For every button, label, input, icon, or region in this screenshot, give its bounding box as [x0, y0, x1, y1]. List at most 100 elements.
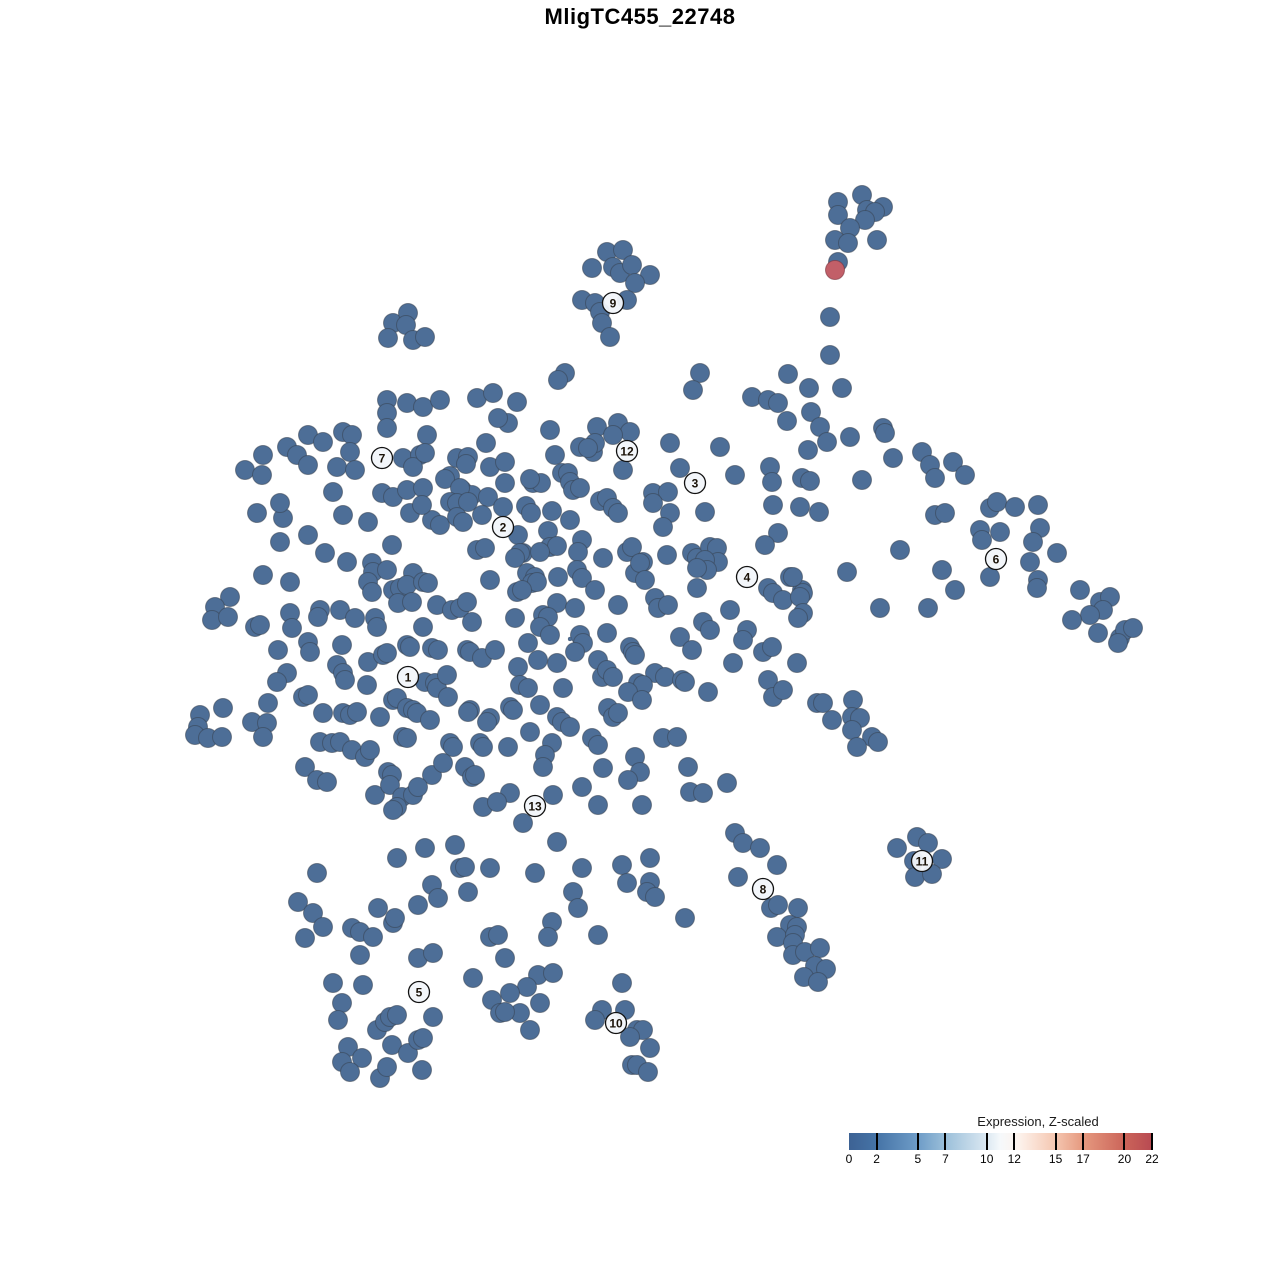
cell-point [617, 873, 637, 893]
cell-point [445, 835, 465, 855]
cluster-label-text: 12 [620, 444, 634, 458]
cell-point [495, 948, 515, 968]
cell-point [887, 838, 907, 858]
cell-point [402, 592, 422, 612]
cluster-label-circle [523, 794, 547, 818]
cell-point [485, 640, 505, 660]
cell-point [560, 510, 580, 530]
cluster-label-circle [683, 471, 707, 495]
cell-point [300, 642, 320, 662]
cell-point [1062, 610, 1082, 630]
cell-point [987, 492, 1007, 512]
cell-point [367, 617, 387, 637]
cell-point [220, 587, 240, 607]
cell-point [495, 452, 515, 472]
cell-point [495, 473, 515, 493]
cell-point [360, 740, 380, 760]
cell-point [990, 522, 1010, 542]
cell-point [397, 728, 417, 748]
cell-point [323, 973, 343, 993]
cell-point [377, 418, 397, 438]
cell-point [560, 717, 580, 737]
cell-point [340, 442, 360, 462]
cell-point [678, 757, 698, 777]
cell-point [572, 777, 592, 797]
cluster-label-text: 5 [416, 985, 423, 999]
cell-point [640, 1038, 660, 1058]
cluster-label-4: 4 [735, 565, 759, 589]
cell-point [800, 471, 820, 491]
cell-point [383, 800, 403, 820]
cell-point [837, 562, 857, 582]
cell-point [415, 838, 435, 858]
cell-point [660, 433, 680, 453]
cell-point [493, 497, 513, 517]
cell-point [1070, 580, 1090, 600]
cell-point [725, 465, 745, 485]
cell-point [655, 667, 675, 687]
cell-point [363, 927, 383, 947]
cell-point [1023, 532, 1043, 552]
cluster-label-11: 11 [910, 849, 934, 873]
cell-point [783, 567, 803, 587]
cell-point [472, 505, 492, 525]
cell-point [508, 657, 528, 677]
cell-point [608, 595, 628, 615]
cell-point [458, 882, 478, 902]
cell-point [430, 515, 450, 535]
cell-point [690, 363, 710, 383]
cell-point [717, 773, 737, 793]
cell-point [458, 702, 478, 722]
cluster-label-3: 3 [683, 471, 707, 495]
cell-point [670, 627, 690, 647]
cell-point [517, 977, 537, 997]
cell-point [533, 757, 553, 777]
cluster-label-9: 9 [601, 291, 625, 315]
cell-point [842, 720, 862, 740]
cell-point [875, 423, 895, 443]
cell-point [530, 993, 550, 1013]
cell-point [498, 737, 518, 757]
cell-point [817, 432, 837, 452]
cell-point [358, 512, 378, 532]
cluster-label-circle [604, 1011, 628, 1035]
cell-point [412, 495, 432, 515]
cell-point [377, 643, 397, 663]
cell-point [235, 460, 255, 480]
cell-point [315, 543, 335, 563]
cell-point [513, 813, 533, 833]
cell-point [820, 307, 840, 327]
cell-point [980, 567, 1000, 587]
cell-point [503, 700, 523, 720]
cell-point [547, 832, 567, 852]
cell-point [568, 898, 588, 918]
cell-point [428, 640, 448, 660]
cell-point [1047, 543, 1067, 563]
cell-point [400, 637, 420, 657]
cell-point [762, 637, 782, 657]
cluster-label-circle [735, 565, 759, 589]
cell-point [787, 653, 807, 673]
cell-point [572, 568, 592, 588]
cell-point [458, 492, 478, 512]
cell-point [773, 680, 793, 700]
cell-point [547, 536, 567, 556]
cell-point [675, 672, 695, 692]
cell-point [477, 712, 497, 732]
cell-point [620, 422, 640, 442]
cell-point [518, 633, 538, 653]
cell-point [852, 470, 872, 490]
cell-point [253, 445, 273, 465]
cell-point [418, 573, 438, 593]
cell-point [528, 650, 548, 670]
cell-point [622, 537, 642, 557]
cell-point [370, 707, 390, 727]
cell-point [1123, 618, 1143, 638]
cell-point [883, 448, 903, 468]
cell-point [543, 963, 563, 983]
cell-point [553, 678, 573, 698]
cell-point [585, 580, 605, 600]
cluster-label-text: 4 [744, 570, 751, 584]
cell-point [1020, 552, 1040, 572]
cluster-label-10: 10 [604, 1011, 628, 1035]
